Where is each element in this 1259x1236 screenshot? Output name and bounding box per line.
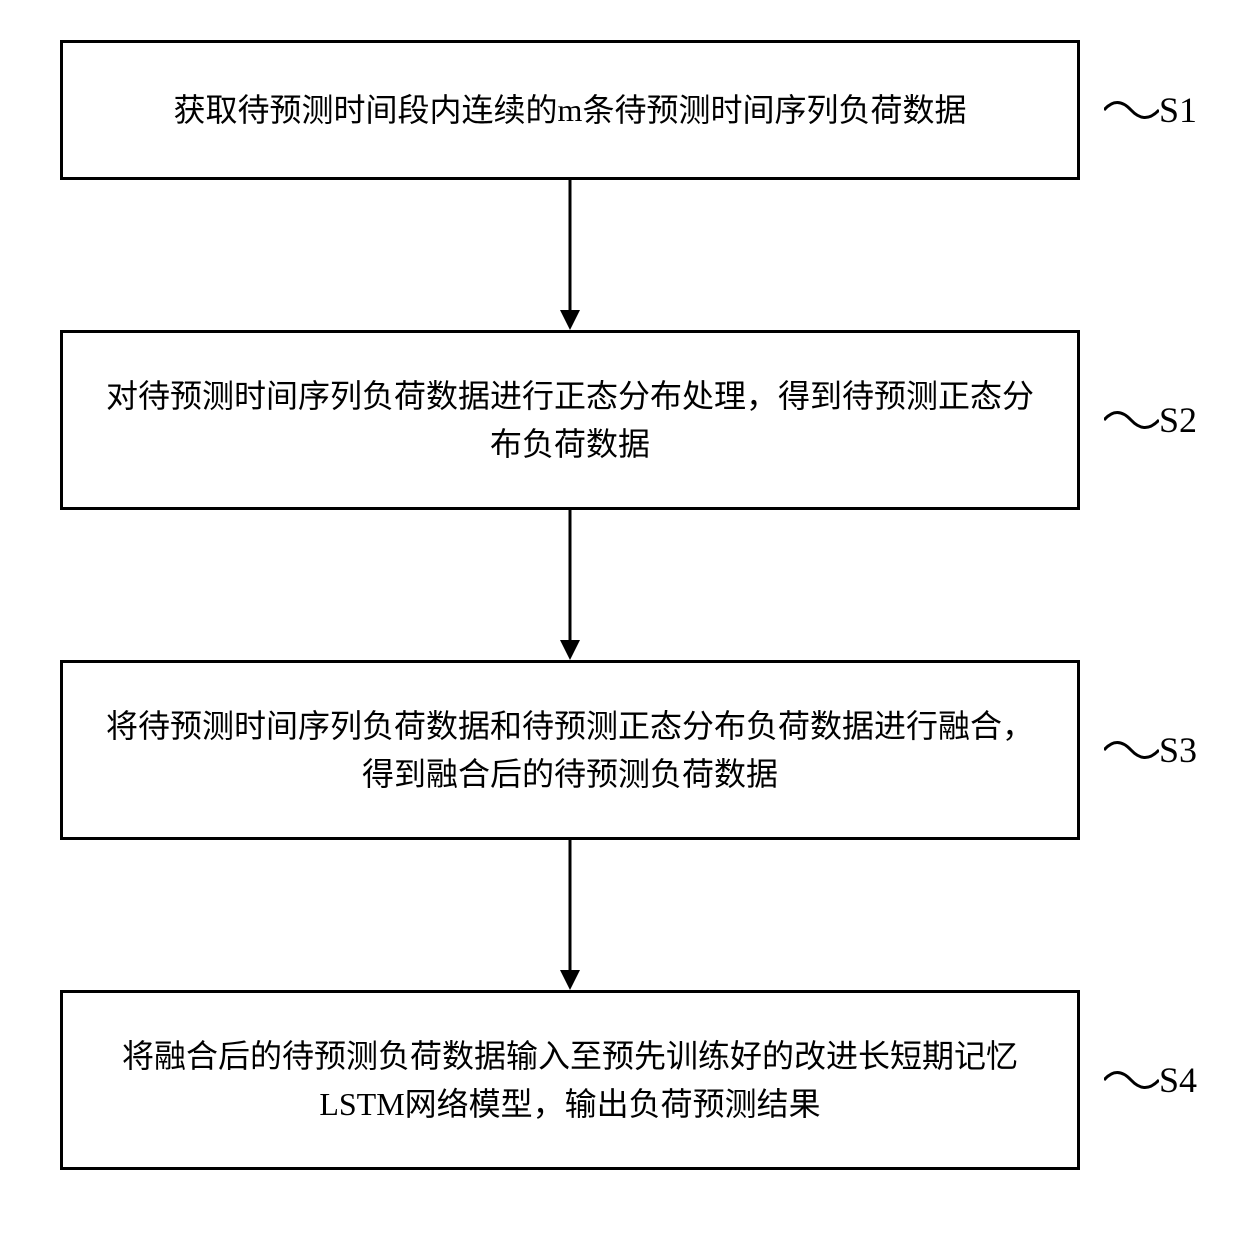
step-label: S3 [1159, 729, 1197, 771]
step-box-s3: 将待预测时间序列负荷数据和待预测正态分布负荷数据进行融合，得到融合后的待预测负荷… [60, 660, 1080, 840]
step-text: 将融合后的待预测负荷数据输入至预先训练好的改进长短期记忆LSTM网络模型，输出负… [103, 1032, 1037, 1128]
step-box-s2: 对待预测时间序列负荷数据进行正态分布处理，得到待预测正态分布负荷数据 S2 [60, 330, 1080, 510]
arrow-down-icon [550, 840, 590, 990]
wavy-connector-icon [1104, 405, 1159, 435]
step-text: 对待预测时间序列负荷数据进行正态分布处理，得到待预测正态分布负荷数据 [103, 372, 1037, 468]
arrow-connector [60, 180, 1080, 330]
step-text: 将待预测时间序列负荷数据和待预测正态分布负荷数据进行融合，得到融合后的待预测负荷… [103, 702, 1037, 798]
arrow-connector [60, 510, 1080, 660]
step-text: 获取待预测时间段内连续的m条待预测时间序列负荷数据 [174, 86, 967, 134]
wavy-connector-icon [1104, 735, 1159, 765]
wavy-connector-icon [1104, 1065, 1159, 1095]
step-label-group: S1 [1104, 89, 1197, 131]
step-label: S1 [1159, 89, 1197, 131]
step-box-s4: 将融合后的待预测负荷数据输入至预先训练好的改进长短期记忆LSTM网络模型，输出负… [60, 990, 1080, 1170]
step-label: S2 [1159, 399, 1197, 441]
step-label-group: S3 [1104, 729, 1197, 771]
arrow-down-icon [550, 180, 590, 330]
step-label-group: S2 [1104, 399, 1197, 441]
arrow-down-icon [550, 510, 590, 660]
step-label-group: S4 [1104, 1059, 1197, 1101]
arrow-connector [60, 840, 1080, 990]
wavy-connector-icon [1104, 95, 1159, 125]
step-box-s1: 获取待预测时间段内连续的m条待预测时间序列负荷数据 S1 [60, 40, 1080, 180]
step-label: S4 [1159, 1059, 1197, 1101]
flowchart-container: 获取待预测时间段内连续的m条待预测时间序列负荷数据 S1 对待预测时间序列负荷数… [60, 40, 1200, 1170]
